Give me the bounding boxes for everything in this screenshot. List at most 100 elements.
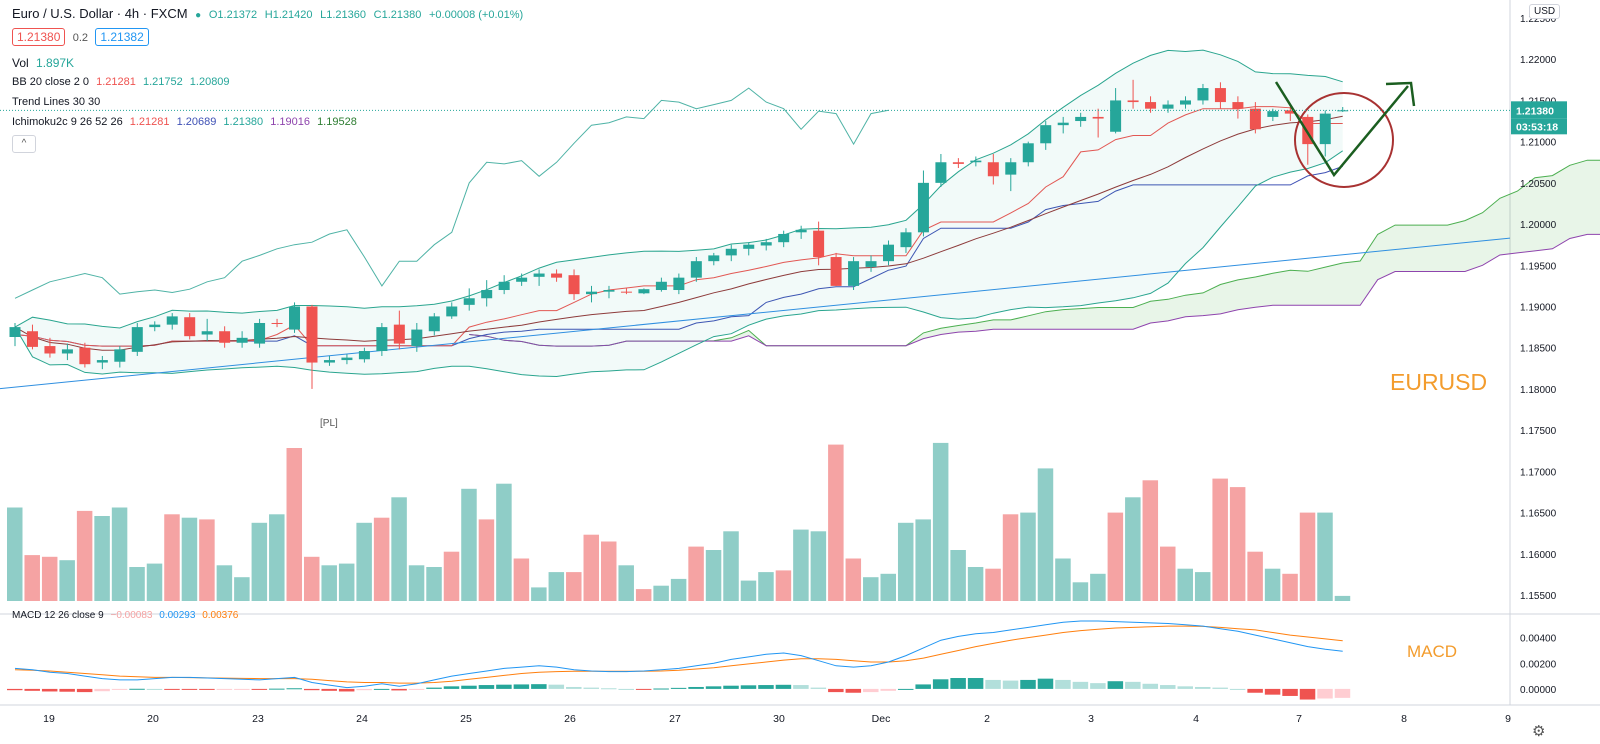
volume-bar	[1072, 582, 1089, 601]
macd-line	[14, 620, 1343, 689]
volume-bar	[810, 531, 827, 601]
macd-histogram-bar	[286, 688, 303, 690]
macd-histogram-bar	[1107, 681, 1124, 689]
checkmark-drawing[interactable]	[1274, 81, 1409, 178]
candle-body	[848, 261, 860, 286]
candle-body	[586, 291, 598, 295]
time-tick-label: 9	[1505, 713, 1511, 725]
candle-body	[830, 257, 842, 286]
macd-histogram-bar	[1299, 688, 1316, 700]
collapse-legend-button[interactable]: ^	[12, 135, 36, 153]
macd-histogram-bar	[618, 688, 634, 690]
gear-icon[interactable]: ⚙	[1532, 723, 1546, 740]
volume-bar	[863, 577, 879, 601]
macd-histogram-bar	[373, 688, 390, 690]
volume-bar	[635, 589, 652, 601]
volume-bar	[828, 444, 844, 601]
macd-legend[interactable]: MACD 12 26 close 9 −0.00083 0.00293 0.00…	[12, 610, 242, 621]
macd-signal-line	[14, 625, 1343, 684]
candle-body	[289, 306, 301, 330]
candlesticks	[9, 79, 1349, 389]
trend-legend[interactable]: Trend Lines 30 30	[12, 96, 104, 108]
user-drawings[interactable]	[1274, 81, 1416, 188]
ichimoku-spana: 1.19528	[317, 116, 357, 128]
macd-label: MACD 12 26 close 9	[12, 610, 104, 621]
trend-line	[0, 237, 1511, 390]
volume-bar	[915, 519, 931, 601]
candle-body	[341, 357, 353, 361]
macd-histogram-bar	[426, 687, 442, 689]
sell-button[interactable]: 1.21380	[12, 28, 66, 46]
macd-histogram-bar	[443, 686, 460, 689]
macd-histogram-bar	[758, 685, 774, 689]
volume-bar	[286, 448, 303, 601]
price-tick-label: 1.19000	[1520, 303, 1557, 314]
time-tick-label: 4	[1193, 713, 1199, 725]
candle-body	[1022, 143, 1034, 163]
candle-body	[1092, 116, 1104, 119]
macd-tick-label: 0.00200	[1520, 659, 1557, 670]
volume-bar	[251, 522, 268, 601]
macd-histogram-bar	[688, 686, 704, 689]
ichimoku-chikou: 1.21380	[223, 116, 264, 128]
volume-bar	[338, 563, 355, 601]
candle-body	[603, 290, 615, 292]
time-tick-label: 24	[356, 713, 368, 725]
time-tick-label: 26	[564, 713, 576, 725]
time-tick-label: 27	[669, 713, 681, 725]
currency-button[interactable]: USD	[1529, 4, 1561, 19]
countdown-badge	[1511, 118, 1567, 135]
macd-annotation: MACD	[1407, 642, 1458, 661]
candle-body	[655, 281, 667, 291]
volume-legend[interactable]: Vol 1.897K	[12, 56, 78, 70]
price-tick-label: 1.17500	[1520, 426, 1557, 437]
volume-bar	[181, 517, 198, 601]
macd-signal-value: 0.00376	[202, 610, 239, 621]
volume-bars	[7, 442, 1351, 601]
candle-body	[411, 329, 423, 347]
volume-bar	[880, 573, 896, 601]
candle-body	[795, 229, 807, 233]
volume-bar	[199, 519, 215, 601]
candle-body	[61, 349, 73, 354]
pl-label: [PL]	[320, 418, 338, 429]
macd-histogram-bar	[111, 688, 128, 690]
symbol-title[interactable]: Euro / U.S. Dollar · 4h · FXCM	[12, 6, 188, 21]
price-tick-label: 1.22500	[1520, 14, 1557, 25]
volume-bar	[740, 580, 757, 601]
volume-bar	[548, 572, 565, 601]
candle-body	[254, 322, 266, 344]
bb-upper-line	[14, 49, 1343, 329]
candle-body	[551, 273, 563, 278]
bb-basis-line	[14, 115, 1343, 351]
macd-histogram-bar	[1212, 687, 1228, 689]
macd-histogram-bar	[1334, 688, 1351, 698]
macd-histogram-bar	[1055, 679, 1071, 689]
candle-body	[883, 244, 894, 262]
macd-histogram-bar	[845, 688, 862, 693]
macd-histogram-bar	[932, 679, 949, 689]
macd-histogram-bar	[303, 688, 320, 691]
macd-histogram-bar	[1177, 686, 1193, 689]
volume-bar	[1194, 572, 1211, 601]
macd-histogram-bar	[670, 687, 687, 689]
volume-bar	[1264, 568, 1281, 601]
bb-legend[interactable]: BB 20 close 2 0 1.21281 1.21752 1.20809	[12, 76, 234, 88]
candle-body	[1284, 110, 1296, 114]
price-tick-label: 1.16500	[1520, 509, 1557, 520]
buy-button[interactable]: 1.21382	[95, 28, 149, 46]
highlight-circle[interactable]	[1294, 92, 1394, 188]
volume-bar	[653, 585, 669, 601]
ichimoku-chikou-line	[14, 87, 889, 299]
macd-histogram-bar	[1125, 681, 1141, 689]
price-tick-label: 1.20000	[1520, 220, 1557, 231]
bb-lower-line	[14, 150, 1343, 378]
ichimoku-legend[interactable]: Ichimoku2c 9 26 52 26 1.21281 1.20689 1.…	[12, 116, 361, 128]
volume-bar	[618, 565, 634, 601]
ichimoku-kijun: 1.20689	[176, 116, 217, 128]
volume-bar	[426, 567, 442, 601]
candle-body	[393, 324, 405, 344]
macd-histogram-bar	[793, 685, 809, 689]
volume-bar	[461, 488, 477, 601]
